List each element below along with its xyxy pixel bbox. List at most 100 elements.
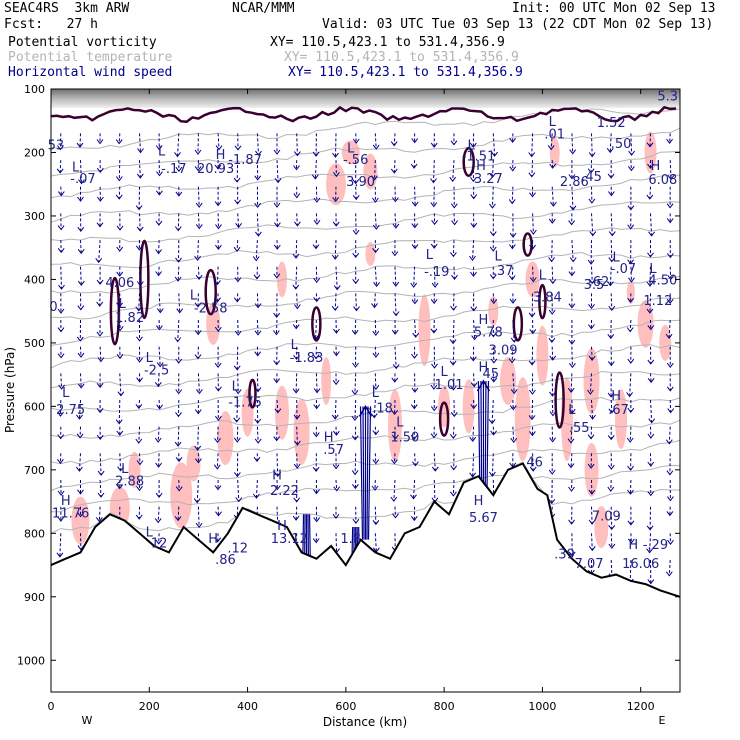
wind-arrowhead bbox=[509, 166, 517, 172]
extremum-label: -1.75 bbox=[228, 395, 262, 410]
wind-arrowhead bbox=[430, 202, 438, 208]
x-tick-label: 600 bbox=[335, 700, 356, 713]
wind-arrowhead bbox=[489, 231, 497, 237]
wind-vector bbox=[354, 453, 357, 475]
wind-arrowhead bbox=[156, 362, 164, 368]
wind-arrowhead bbox=[569, 363, 576, 369]
wind-arrowhead bbox=[135, 205, 143, 211]
wind-vector bbox=[80, 346, 82, 358]
pv-contour bbox=[248, 378, 257, 409]
wind-arrowhead bbox=[392, 197, 399, 203]
strong-wind-arrowhead bbox=[476, 379, 491, 392]
model-title: SEAC4RS 3km ARW bbox=[4, 1, 130, 16]
wind-arrowhead bbox=[215, 415, 222, 422]
wind-arrowhead bbox=[626, 392, 633, 398]
wind-arrowhead bbox=[568, 271, 576, 277]
wind-arrowhead bbox=[96, 408, 104, 414]
wind-vector bbox=[374, 293, 376, 308]
wind-arrowhead bbox=[667, 539, 674, 546]
wind-vector bbox=[197, 240, 199, 261]
wind-vector bbox=[256, 293, 259, 308]
wind-arrowhead bbox=[331, 414, 339, 420]
wind-arrowhead bbox=[333, 172, 340, 178]
x-end-label-east: E bbox=[659, 714, 666, 727]
wind-vector bbox=[610, 559, 613, 578]
wind-arrowhead bbox=[214, 438, 221, 444]
wind-arrowhead bbox=[449, 176, 457, 183]
wind-arrowhead bbox=[155, 145, 163, 151]
extremum-label: 7.07 bbox=[575, 557, 604, 572]
wind-arrowhead bbox=[96, 139, 104, 145]
wind-arrowhead bbox=[488, 419, 496, 425]
extremum-label: L bbox=[72, 161, 80, 176]
wind-arrowhead bbox=[530, 229, 537, 235]
extremum-label: 3.84 bbox=[533, 291, 562, 306]
wind-arrowhead bbox=[96, 331, 104, 337]
wind-arrowhead bbox=[568, 551, 576, 557]
wind-arrowhead bbox=[194, 330, 202, 336]
wind-vector bbox=[118, 399, 121, 424]
extremum-label: -2.5 bbox=[144, 364, 169, 379]
wind-vector bbox=[197, 426, 199, 451]
wind-vector bbox=[119, 373, 122, 396]
wind-arrowhead bbox=[273, 436, 281, 442]
strong-wind-vector bbox=[362, 406, 365, 540]
extremum-label: 20.93 bbox=[197, 162, 234, 177]
wind-vector bbox=[630, 160, 632, 171]
wind-arrowhead bbox=[76, 466, 83, 472]
wind-arrowhead bbox=[194, 409, 202, 415]
extremum-label: H bbox=[324, 430, 334, 445]
wind-arrowhead bbox=[665, 333, 673, 340]
wind-arrowhead bbox=[352, 518, 360, 525]
wind-vector bbox=[177, 506, 180, 521]
extremum-label: 3.09 bbox=[489, 343, 518, 358]
wind-arrowhead bbox=[194, 354, 202, 360]
wind-arrowhead bbox=[95, 258, 103, 264]
pv-shading-patch bbox=[387, 389, 402, 462]
wind-arrowhead bbox=[372, 330, 380, 337]
extremum-label: -.18 bbox=[368, 402, 393, 417]
theta-isentrope bbox=[50, 251, 681, 294]
wind-arrowhead bbox=[451, 274, 458, 281]
pv-shading-patch bbox=[659, 324, 672, 361]
wind-arrowhead bbox=[509, 405, 517, 411]
wind-arrowhead bbox=[273, 312, 281, 319]
wind-arrowhead bbox=[587, 168, 595, 174]
wind-arrowhead bbox=[117, 466, 124, 472]
wind-vector bbox=[315, 186, 318, 203]
wind-arrowhead bbox=[390, 496, 398, 502]
wind-arrowhead bbox=[588, 198, 596, 204]
wind-arrowhead bbox=[137, 148, 144, 154]
extremum-label: .67 bbox=[608, 403, 629, 418]
wind-vector bbox=[629, 373, 632, 397]
wind-vector bbox=[393, 479, 396, 502]
wind-vector bbox=[237, 479, 240, 502]
wind-arrowhead bbox=[391, 410, 398, 416]
wind-arrowhead bbox=[549, 163, 556, 169]
pv-shading-patch bbox=[462, 379, 475, 434]
wind-arrowhead bbox=[174, 337, 182, 343]
wind-arrowhead bbox=[174, 226, 182, 232]
wind-arrowhead bbox=[548, 469, 556, 475]
wind-vector bbox=[492, 373, 495, 382]
wind-arrowhead bbox=[372, 384, 380, 391]
wind-arrowhead bbox=[313, 219, 321, 226]
wind-arrowhead bbox=[313, 489, 320, 495]
pv-shading-patch bbox=[418, 294, 431, 367]
wind-arrowhead bbox=[372, 248, 379, 254]
wind-vector bbox=[374, 160, 376, 180]
wind-arrowhead bbox=[370, 413, 378, 419]
wind-arrowhead bbox=[666, 386, 674, 392]
pv-contour bbox=[311, 306, 322, 342]
x-tick-label: 1000 bbox=[528, 700, 556, 713]
wind-arrowhead bbox=[588, 278, 596, 285]
wind-arrowhead bbox=[97, 470, 105, 476]
wind-arrowhead bbox=[214, 201, 222, 207]
wind-arrowhead bbox=[77, 512, 84, 518]
wind-vector bbox=[473, 373, 475, 387]
wind-arrowhead bbox=[607, 392, 615, 398]
wind-vector bbox=[629, 426, 632, 443]
wind-vector bbox=[414, 186, 416, 206]
pv-contour bbox=[438, 401, 450, 437]
wind-arrowhead bbox=[193, 498, 201, 504]
